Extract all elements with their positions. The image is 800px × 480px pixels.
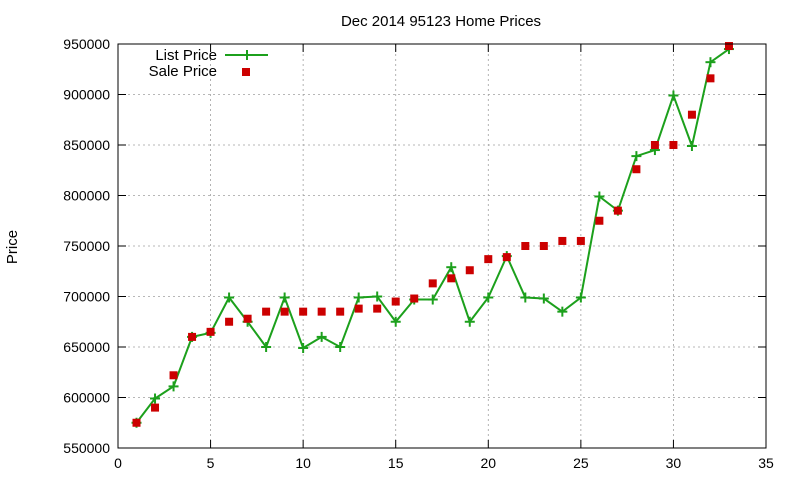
sale-price-point (669, 141, 678, 149)
legend-label-list-price: List Price (155, 47, 217, 64)
y-tick-label: 950000 (63, 36, 110, 52)
series-layer (131, 42, 734, 428)
x-tick-label: 30 (666, 455, 682, 471)
y-tick-label: 700000 (63, 289, 110, 305)
plot-frame (117, 43, 767, 449)
sale-price-point (280, 307, 289, 316)
sale-price-point (132, 418, 141, 427)
sale-price-point (336, 307, 345, 316)
sale-price-point (317, 307, 326, 316)
list-price-point (557, 306, 568, 317)
x-tick-label: 25 (573, 455, 589, 471)
sale-price-point (595, 216, 604, 225)
sale-price-point (539, 242, 548, 250)
sale-price-point (502, 253, 511, 262)
list-price-point (464, 316, 475, 327)
sale-price-point (558, 236, 567, 245)
y-tick-label: 900000 (63, 87, 110, 103)
x-tick-label: 0 (114, 455, 122, 471)
sale-price-point (632, 165, 641, 174)
list-price-point (594, 191, 605, 202)
sale-price-point (151, 403, 160, 412)
y-tick-label: 850000 (63, 137, 110, 153)
list-price-point (575, 292, 586, 303)
x-tick-label: 20 (480, 455, 496, 471)
sale-price-point (262, 307, 271, 316)
sale-price-point (576, 236, 585, 245)
sale-price-point (169, 371, 178, 380)
list-price-point (483, 292, 494, 303)
list-price-point (168, 381, 179, 392)
list-price-point (261, 342, 272, 352)
sale-price-point (299, 307, 308, 316)
y-tick-label: 750000 (63, 238, 110, 254)
sale-price-point (428, 279, 437, 288)
x-tick-label: 35 (758, 455, 774, 471)
list-price-point (446, 262, 457, 273)
list-price-point (316, 331, 327, 342)
sale-price-point (521, 242, 530, 250)
list-price-point (335, 342, 346, 352)
legend-square-marker (242, 68, 250, 76)
sale-price-point (613, 206, 622, 215)
list-price-point (538, 293, 549, 304)
sale-price-point (410, 294, 419, 303)
x-tick-label: 15 (388, 455, 404, 471)
legend-plus-marker (242, 50, 252, 60)
legend-label-sale-price: Sale Price (149, 63, 217, 80)
list-price-point (520, 292, 531, 303)
list-price-point (298, 343, 309, 354)
list-price-point (372, 291, 383, 302)
y-axis-label: Price (4, 230, 21, 264)
sale-price-point (391, 297, 400, 306)
sale-price-point (188, 332, 197, 341)
y-tick-label: 650000 (63, 339, 110, 355)
sale-price-point (225, 317, 234, 326)
sale-price-point (706, 74, 715, 83)
legend: List Price Sale Price (149, 47, 268, 80)
x-tick-label: 10 (295, 455, 311, 471)
sale-price-point (243, 314, 252, 323)
list-price-point (427, 294, 438, 305)
list-price-point (150, 393, 161, 404)
x-tick-label: 5 (207, 455, 215, 471)
sale-price-point (484, 255, 493, 264)
sale-price-point (354, 304, 363, 313)
y-tick-label: 800000 (63, 188, 110, 204)
sale-price-point (465, 266, 474, 275)
y-tick-label: 550000 (63, 440, 110, 456)
list-price-point (390, 316, 401, 327)
sale-price-point (724, 42, 733, 51)
sale-price-point (373, 304, 382, 313)
list-price-point (279, 292, 290, 303)
y-tick-label: 600000 (63, 390, 110, 406)
list-price-point (686, 141, 697, 152)
list-price-point (224, 292, 235, 303)
sale-price-point (206, 327, 215, 336)
axis-ticks: 550000 600000 650000 700000 750000 800000 8500… (63, 36, 774, 471)
sale-price-point (687, 110, 696, 119)
sale-price-point (650, 141, 659, 149)
list-price-point (631, 151, 642, 162)
list-price-point (705, 57, 716, 68)
chart-title: Dec 2014 95123 Home Prices (341, 13, 541, 30)
list-price-point (353, 292, 364, 303)
list-price-point (668, 90, 679, 101)
sale-price-point (447, 274, 456, 283)
